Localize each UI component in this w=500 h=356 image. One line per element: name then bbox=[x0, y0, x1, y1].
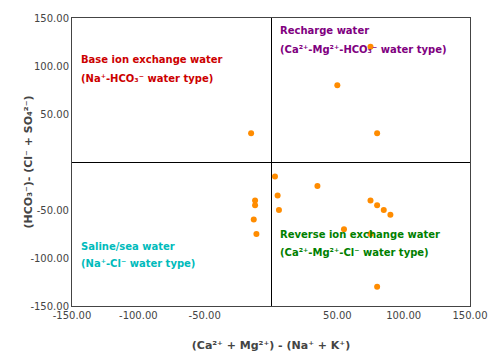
svg-text:150.00: 150.00 bbox=[453, 310, 488, 321]
svg-text:50.00: 50.00 bbox=[40, 109, 69, 120]
svg-text:-150.00: -150.00 bbox=[30, 301, 69, 312]
svg-text:50.00: 50.00 bbox=[323, 310, 352, 321]
svg-text:Reverse ion exchange water: Reverse ion exchange water bbox=[280, 229, 440, 240]
svg-text:(Na⁺-HCO₃⁻ water type): (Na⁺-HCO₃⁻ water type) bbox=[81, 73, 213, 84]
svg-text:100.00: 100.00 bbox=[386, 310, 421, 321]
svg-text:150.00: 150.00 bbox=[34, 13, 69, 24]
svg-text:(Ca²⁺-Mg²⁺-Cl⁻ water type): (Ca²⁺-Mg²⁺-Cl⁻ water type) bbox=[280, 247, 429, 258]
svg-text:-150.00: -150.00 bbox=[53, 310, 92, 321]
svg-text:(Ca²⁺ + Mg²⁺) - (Na⁺ + K⁺): (Ca²⁺ + Mg²⁺) - (Na⁺ + K⁺) bbox=[192, 339, 350, 352]
svg-text:(Na⁺-Cl⁻ water type): (Na⁺-Cl⁻ water type) bbox=[81, 258, 195, 269]
svg-text:-100.00: -100.00 bbox=[30, 253, 69, 264]
svg-text:-100.00: -100.00 bbox=[119, 310, 158, 321]
svg-text:Recharge water: Recharge water bbox=[280, 25, 369, 36]
svg-text:(HCO₃⁻)- (Cl⁻ + SO₄²⁻): (HCO₃⁻)- (Cl⁻ + SO₄²⁻) bbox=[22, 96, 35, 229]
svg-text:100.00: 100.00 bbox=[34, 61, 69, 72]
svg-text:-50.00: -50.00 bbox=[189, 310, 221, 321]
svg-text:(Ca²⁺-Mg²⁺-HCO₃⁻ water type): (Ca²⁺-Mg²⁺-HCO₃⁻ water type) bbox=[280, 44, 447, 55]
svg-text:Saline/sea water: Saline/sea water bbox=[81, 241, 175, 252]
svg-text:-50.00: -50.00 bbox=[37, 205, 69, 216]
svg-text:Base ion exchange water: Base ion exchange water bbox=[81, 54, 223, 65]
